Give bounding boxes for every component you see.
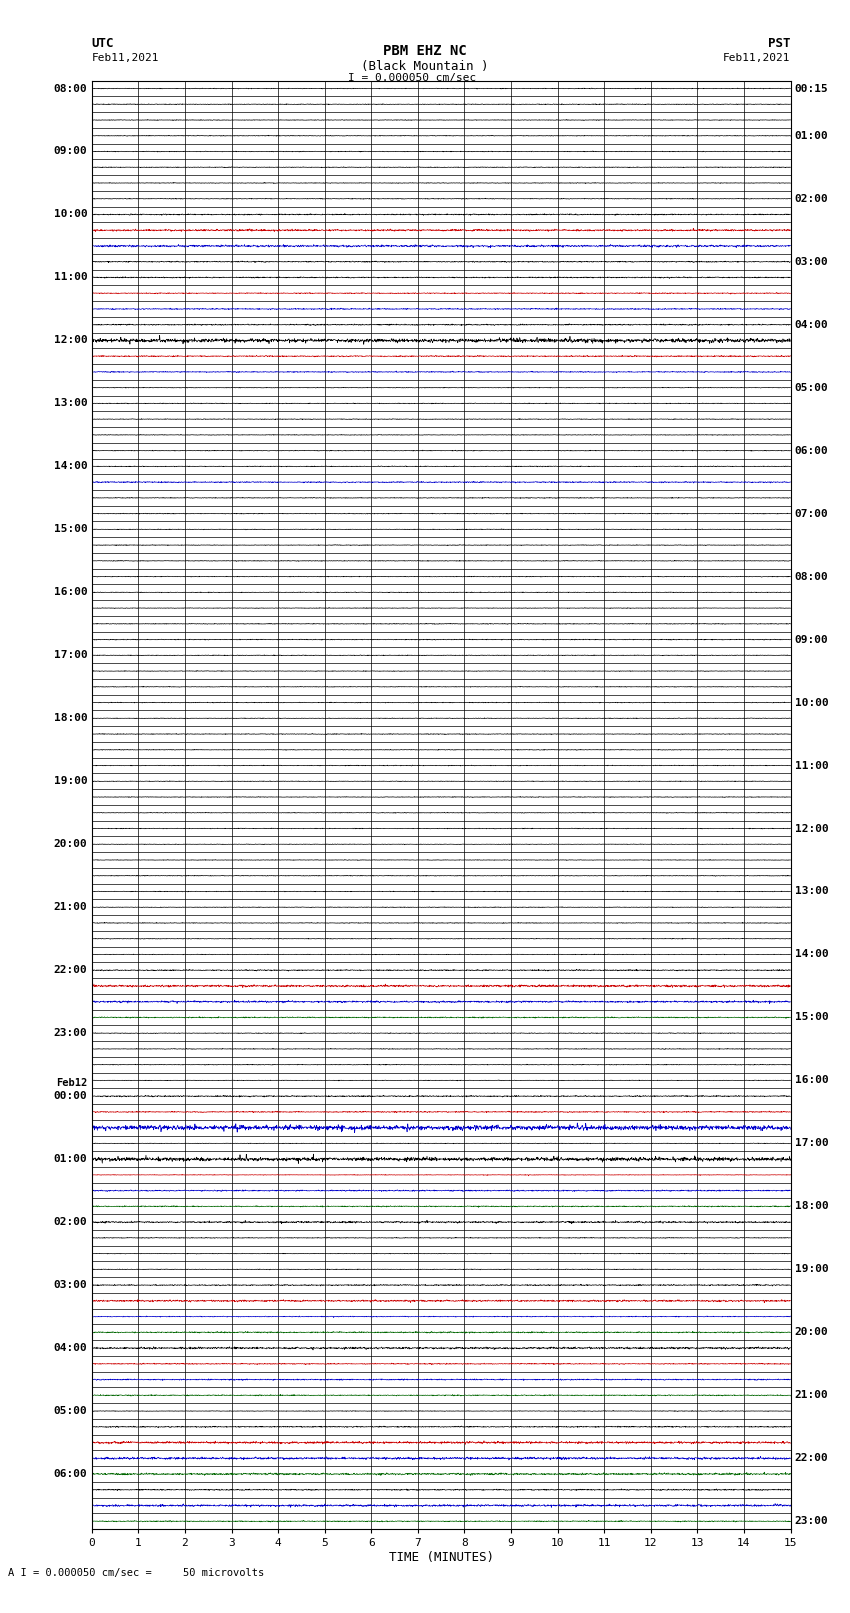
Text: 19:00: 19:00 <box>54 776 88 786</box>
Text: 11:00: 11:00 <box>795 760 829 771</box>
Text: 22:00: 22:00 <box>795 1453 829 1463</box>
Text: 06:00: 06:00 <box>795 445 829 455</box>
Text: UTC: UTC <box>92 37 114 50</box>
Text: 14:00: 14:00 <box>795 950 829 960</box>
Text: 23:00: 23:00 <box>54 1027 88 1039</box>
Text: 18:00: 18:00 <box>54 713 88 723</box>
Text: 02:00: 02:00 <box>795 194 829 203</box>
Text: 05:00: 05:00 <box>795 382 829 392</box>
Text: 15:00: 15:00 <box>54 524 88 534</box>
Text: 23:00: 23:00 <box>795 1516 829 1526</box>
Text: 13:00: 13:00 <box>54 398 88 408</box>
Text: 03:00: 03:00 <box>795 256 829 266</box>
Text: 12:00: 12:00 <box>54 336 88 345</box>
Text: 16:00: 16:00 <box>54 587 88 597</box>
Text: 10:00: 10:00 <box>54 210 88 219</box>
Text: 16:00: 16:00 <box>795 1076 829 1086</box>
Text: 13:00: 13:00 <box>795 887 829 897</box>
Text: 20:00: 20:00 <box>54 839 88 850</box>
Text: 17:00: 17:00 <box>54 650 88 660</box>
Text: 04:00: 04:00 <box>795 319 829 329</box>
Text: I = 0.000050 cm/sec: I = 0.000050 cm/sec <box>348 73 476 82</box>
Text: 06:00: 06:00 <box>54 1469 88 1479</box>
Text: 19:00: 19:00 <box>795 1265 829 1274</box>
Text: 03:00: 03:00 <box>54 1281 88 1290</box>
Text: 09:00: 09:00 <box>54 147 88 156</box>
Text: 22:00: 22:00 <box>54 965 88 976</box>
Text: Feb11,2021: Feb11,2021 <box>92 53 159 63</box>
Text: 00:00: 00:00 <box>54 1090 88 1102</box>
Text: 05:00: 05:00 <box>54 1407 88 1416</box>
Text: Feb11,2021: Feb11,2021 <box>723 53 791 63</box>
Text: 07:00: 07:00 <box>795 508 829 519</box>
Text: 10:00: 10:00 <box>795 697 829 708</box>
Text: PBM EHZ NC: PBM EHZ NC <box>383 44 467 58</box>
Text: 21:00: 21:00 <box>54 902 88 913</box>
Text: 00:15: 00:15 <box>795 84 829 94</box>
Text: A I = 0.000050 cm/sec =     50 microvolts: A I = 0.000050 cm/sec = 50 microvolts <box>8 1568 264 1578</box>
Text: 11:00: 11:00 <box>54 273 88 282</box>
Text: 04:00: 04:00 <box>54 1344 88 1353</box>
Text: (Black Mountain ): (Black Mountain ) <box>361 60 489 73</box>
Text: 18:00: 18:00 <box>795 1202 829 1211</box>
Text: 08:00: 08:00 <box>795 571 829 582</box>
Text: 20:00: 20:00 <box>795 1327 829 1337</box>
Text: 17:00: 17:00 <box>795 1139 829 1148</box>
X-axis label: TIME (MINUTES): TIME (MINUTES) <box>388 1552 494 1565</box>
Text: 01:00: 01:00 <box>795 131 829 140</box>
Text: Feb12: Feb12 <box>56 1077 88 1089</box>
Text: 01:00: 01:00 <box>54 1155 88 1165</box>
Text: 02:00: 02:00 <box>54 1218 88 1227</box>
Text: 14:00: 14:00 <box>54 461 88 471</box>
Text: 09:00: 09:00 <box>795 634 829 645</box>
Text: 15:00: 15:00 <box>795 1013 829 1023</box>
Text: 21:00: 21:00 <box>795 1390 829 1400</box>
Text: PST: PST <box>768 37 790 50</box>
Text: 12:00: 12:00 <box>795 824 829 834</box>
Text: 08:00: 08:00 <box>54 84 88 94</box>
